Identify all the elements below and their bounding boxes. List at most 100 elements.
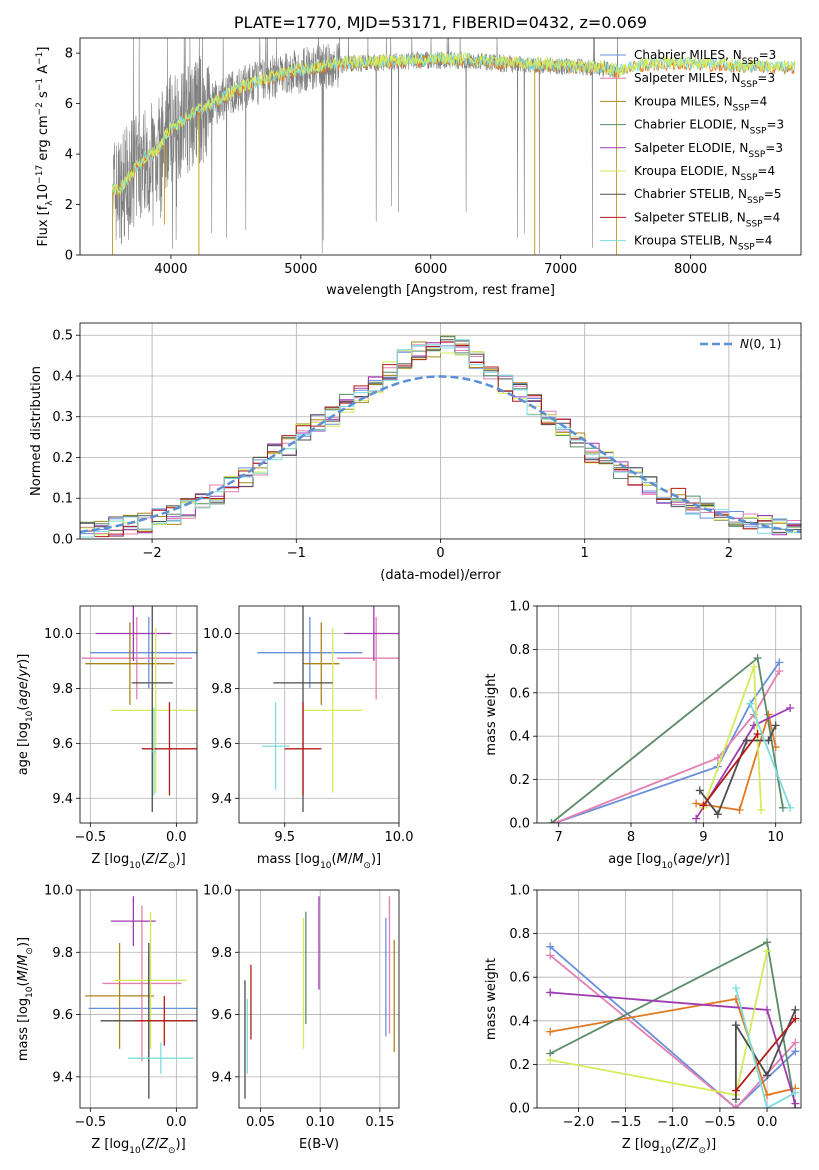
label-part: )] (706, 1137, 716, 1152)
plot-area (239, 890, 399, 1108)
weight-point-marker (791, 1005, 800, 1014)
weight-point-marker (757, 805, 766, 814)
histogram-step (80, 339, 801, 539)
weight-point-marker (731, 1104, 740, 1108)
y-tick-label: 0.5 (52, 329, 73, 344)
y-tick-label: 0.3 (52, 410, 73, 425)
label-part: / (16, 965, 31, 970)
y-tick-label: 9.6 (211, 737, 232, 752)
x-tick-label: −0.5 (75, 1115, 107, 1130)
x-tick-label: −0.5 (704, 1115, 736, 1130)
label-part: =3 (759, 48, 777, 62)
label-part: age [log (16, 722, 31, 775)
label-part: SSP (742, 57, 759, 67)
label-part: SSP (733, 103, 750, 113)
x-axis-label: age [log10(age/yr)] (608, 852, 730, 871)
weight-point-marker (763, 947, 772, 956)
label-part: Chabrier ELODIE, N (634, 118, 750, 132)
label-part: =4 (757, 164, 775, 178)
weight-series-line (695, 710, 777, 812)
label-part: SSP (741, 173, 758, 183)
label-part: Salpeter MILES, N (634, 71, 741, 85)
legend-entry: Salpeter ELODIE, NSSP=3 (634, 141, 783, 160)
label-part: )] (16, 654, 31, 664)
panel-mass_vs_Z: −0.5 0.09.49.69.810.0Z [log10(Z/Z⊙)]mass … (16, 884, 198, 1156)
weight-point-marker (713, 810, 722, 819)
weight-series-line (554, 661, 781, 823)
label-part: ( (16, 981, 31, 986)
label-part: )] (371, 852, 381, 867)
x-tick-label: −0.5 (75, 830, 107, 845)
legend-entry: Salpeter STELIB, NSSP=4 (634, 210, 780, 229)
weight-point-marker (764, 736, 773, 745)
weight-point-marker (546, 942, 555, 951)
x-tick-label: 1 (581, 546, 589, 561)
label-part: SSP (738, 243, 755, 253)
y-tick-label: 0.6 (509, 686, 530, 701)
weight-point-marker (731, 1095, 740, 1104)
legend-entry: Kroupa MILES, NSSP=4 (634, 94, 767, 113)
x-tick-label: −2 (143, 546, 162, 561)
x-tick-label: 8000 (674, 262, 707, 277)
y-tick-label: 0 (65, 249, 73, 264)
label-part: ⊙ (698, 1146, 706, 1156)
label-part: A (36, 65, 51, 78)
label-part: ( (671, 1137, 676, 1152)
y-tick-label: 9.6 (52, 1008, 73, 1023)
x-tick-label: 9.5 (274, 830, 295, 845)
label-part: −17 (35, 165, 45, 184)
label-part: / (702, 852, 707, 867)
label-part: yr (706, 852, 722, 867)
y-tick-label: 9.8 (52, 682, 73, 697)
chart-title: PLATE=1770, MJD=53171, FIBERID=0432, z=0… (234, 13, 647, 32)
y-tick-label: 10.0 (203, 884, 232, 899)
weight-point-marker (786, 803, 795, 812)
label-part: / (685, 1137, 690, 1152)
x-tick-label: 9 (699, 830, 707, 845)
y-tick-label: 6 (65, 97, 73, 112)
weight-point-marker (749, 662, 758, 671)
label-part: Z (145, 1137, 156, 1152)
x-axis-label: Z [log10(Z/Z⊙)] (91, 852, 185, 871)
weight-series-line (550, 950, 768, 1096)
x-tick-label: 8 (627, 830, 635, 845)
label-part: ⊙ (25, 947, 35, 955)
legend-entry: N(0, 1) (740, 337, 781, 351)
plot-area (80, 606, 197, 823)
label-part: / (348, 852, 353, 867)
label-part: Kroupa STELIB, N (634, 234, 738, 248)
plot-area (537, 890, 801, 1108)
weight-point-marker (546, 988, 555, 997)
legend-entry: Chabrier STELIB, NSSP=5 (634, 187, 782, 206)
x-axis-label: Z [log10(Z/Z⊙)] (91, 1137, 185, 1156)
y-tick-label: 9.4 (52, 792, 73, 807)
y-tick-label: 0.4 (509, 1014, 530, 1029)
weight-point-marker (546, 951, 555, 960)
axes-frame (536, 605, 802, 824)
y-axis-label: Normed distribution (29, 366, 44, 496)
x-tick-label: 7 (555, 830, 563, 845)
label-part: Z [log (622, 1137, 660, 1152)
y-tick-label: 10.0 (203, 627, 232, 642)
y-axis-label: mass weight (484, 958, 499, 1040)
label-part: ( (673, 852, 678, 867)
label-part: =4 (755, 234, 773, 248)
y-tick-label: 0.0 (509, 1102, 530, 1117)
weight-point-marker (692, 799, 701, 808)
x-tick-label: 6000 (414, 262, 447, 277)
x-axis-label: mass [log10(M/M⊙)] (257, 852, 381, 871)
label-part: ( (16, 706, 31, 711)
label-part: 10 (660, 1146, 672, 1156)
label-part: erg cm (36, 115, 51, 164)
y-tick-label: 0.2 (509, 1058, 530, 1073)
x-tick-label: 0.15 (365, 1115, 394, 1130)
weight-series-line (549, 946, 796, 1108)
y-axis-label: mass [log10(M/M⊙)] (16, 937, 35, 1061)
weight-point-marker (786, 703, 795, 712)
label-part: Z (158, 852, 169, 867)
weight-point-marker (731, 1021, 740, 1030)
panel-residuals: −2 −1 0 1 2 0.0 0.1 0.2 0.3 0.4 0.5 (data-model)/er… (29, 322, 802, 583)
weight-point-marker (753, 654, 762, 663)
weight-point-marker (791, 1099, 800, 1108)
